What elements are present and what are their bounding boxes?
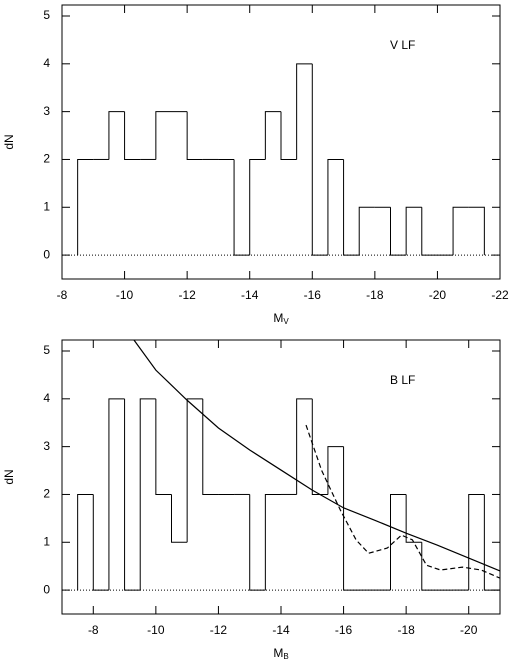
- histogram-bin: [468, 206, 485, 256]
- histogram-bin: [327, 446, 344, 495]
- model-curve: [133, 339, 501, 572]
- x-tick-label: -20: [460, 623, 478, 637]
- x-tick-label: -10: [147, 623, 165, 637]
- histogram-bin: [343, 159, 360, 256]
- x-axis-label-main: M: [273, 311, 283, 325]
- y-tick-label: 3: [43, 104, 50, 118]
- histogram-bin: [405, 206, 422, 256]
- y-axis-label: dN: [2, 134, 16, 149]
- histogram-bin: [155, 398, 172, 495]
- histogram-bin: [108, 398, 125, 591]
- histogram-bin: [327, 158, 344, 256]
- histogram-bin: [77, 158, 94, 256]
- y-tick-label: 5: [43, 343, 50, 357]
- y-tick-label: 1: [43, 199, 50, 213]
- x-axis-label-sub: B: [283, 652, 288, 661]
- x-tick-label: -16: [304, 288, 322, 302]
- plot-frame: [61, 339, 501, 615]
- histogram-bin: [264, 111, 281, 160]
- histogram-bin: [202, 398, 219, 495]
- model-curve: [305, 424, 501, 579]
- panel: -8 -10 -12 -14 -16 -18 -20 -22 0 1 2 3 4 5 V LF dN MV: [2, 4, 509, 326]
- histogram-bin: [186, 111, 203, 160]
- x-tick-label: -8: [57, 288, 68, 302]
- y-tick-label: 3: [43, 439, 50, 453]
- x-tick-label: -12: [178, 288, 196, 302]
- x-axis-label: MB: [273, 646, 288, 661]
- x-tick-label: -18: [397, 623, 415, 637]
- x-axis-label: MV: [273, 311, 289, 326]
- annotation: B LF: [390, 373, 415, 387]
- y-tick-label: 2: [43, 487, 50, 501]
- x-tick-label: -10: [116, 288, 134, 302]
- histogram-bin: [264, 493, 281, 591]
- x-tick-label: -12: [210, 623, 228, 637]
- histogram-bin: [124, 398, 141, 591]
- y-tick-label: 2: [43, 152, 50, 166]
- histogram-bin: [124, 111, 141, 160]
- histogram-bin: [171, 494, 188, 543]
- histogram-bin: [139, 398, 156, 591]
- histogram-bin: [421, 542, 438, 591]
- x-tick-label: -14: [241, 288, 259, 302]
- histogram-bin: [233, 159, 250, 256]
- histogram-bin: [108, 111, 125, 160]
- y-tick-label: 0: [43, 247, 50, 261]
- plot-frame: [61, 4, 501, 280]
- y-tick-label: 4: [43, 391, 50, 405]
- x-tick-label: -8: [88, 623, 99, 637]
- x-tick-label: -18: [366, 288, 384, 302]
- y-tick-label: 1: [43, 534, 50, 548]
- histogram-bin: [343, 446, 360, 591]
- histogram-bin: [358, 206, 375, 256]
- panel: -8 -10 -12 -14 -16 -18 -20 0 1 2 3 4 5 B LF dN MB: [2, 339, 501, 661]
- x-tick-label: -22: [491, 288, 509, 302]
- histogram-bin: [296, 398, 313, 495]
- histogram-bin: [311, 398, 328, 495]
- histogram-bin: [155, 111, 172, 160]
- x-tick-label: -20: [429, 288, 447, 302]
- x-axis-label-sub: V: [283, 317, 289, 326]
- y-tick-label: 4: [43, 56, 50, 70]
- histogram-bin: [311, 63, 328, 256]
- histogram-bin: [92, 494, 109, 591]
- x-axis-label-main: M: [273, 646, 283, 660]
- histogram-bin: [249, 158, 266, 256]
- histogram-bin: [452, 206, 469, 256]
- histogram-bin: [280, 111, 297, 160]
- histogram-bin: [405, 494, 422, 543]
- histogram-bin: [390, 493, 407, 591]
- annotation: V LF: [390, 38, 415, 52]
- histogram-bin: [186, 398, 203, 543]
- histogram-bin: [77, 493, 94, 591]
- histogram-bin: [421, 207, 438, 256]
- histogram-bin: [296, 63, 313, 160]
- histogram-bin: [468, 493, 485, 591]
- histogram-bin: [390, 207, 407, 256]
- histogram-bin: [249, 494, 266, 591]
- histogram-bin: [483, 494, 500, 591]
- y-tick-label: 5: [43, 8, 50, 22]
- x-tick-label: -16: [335, 623, 353, 637]
- x-tick-label: -14: [272, 623, 290, 637]
- y-axis-label: dN: [2, 469, 16, 484]
- y-tick-label: 0: [43, 582, 50, 596]
